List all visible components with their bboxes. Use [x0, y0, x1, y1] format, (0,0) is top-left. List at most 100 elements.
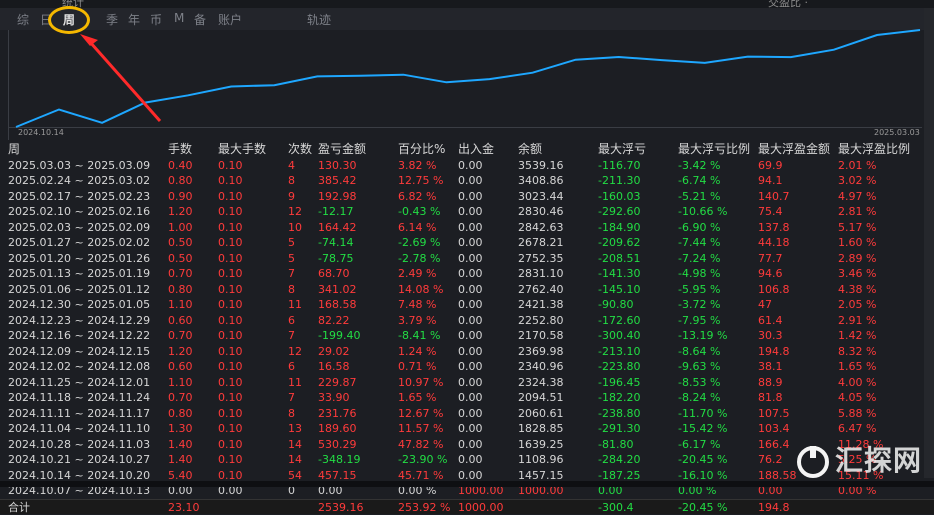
table-cell: 2369.98: [518, 344, 564, 360]
total-cell: 23.10: [168, 500, 200, 515]
scrollbar[interactable]: [924, 8, 934, 478]
table-cell: 0.50: [168, 235, 193, 251]
header-cell[interactable]: 余额: [518, 142, 542, 158]
table-cell: -291.30: [598, 421, 640, 437]
table-cell: 137.8: [758, 220, 790, 236]
table-cell: 1.65 %: [398, 390, 436, 406]
table-cell: 3.79 %: [398, 313, 436, 329]
table-cell: 5: [288, 251, 295, 267]
table-cell: -348.19: [318, 452, 360, 468]
header-cell[interactable]: 最大浮盈金额: [758, 142, 830, 158]
table-cell: 0.10: [218, 204, 243, 220]
table-cell: 2831.10: [518, 266, 564, 282]
table-cell: 0.10: [218, 266, 243, 282]
table-cell: -209.62: [598, 235, 640, 251]
table-cell: 33.90: [318, 390, 350, 406]
table-cell: 4.97 %: [838, 189, 876, 205]
table-cell: 1.10: [168, 297, 193, 313]
table-cell: 9: [288, 189, 295, 205]
table-cell: -13.19 %: [678, 328, 727, 344]
table-cell: 69.9: [758, 158, 783, 174]
header-cell[interactable]: 周: [8, 142, 20, 158]
table-cell: 4: [288, 158, 295, 174]
table-cell: 0.10: [218, 251, 243, 267]
table-cell: 7: [288, 328, 295, 344]
header-cell[interactable]: 最大手数: [218, 142, 266, 158]
table-cell: 0.10: [218, 173, 243, 189]
table-cell: 2060.61: [518, 406, 564, 422]
table-cell: 4.00 %: [838, 375, 876, 391]
table-cell: 2024.12.30 ~ 2025.01.05: [8, 297, 150, 313]
table-cell: 2024.11.11 ~ 2024.11.17: [8, 406, 150, 422]
table-cell: 2094.51: [518, 390, 564, 406]
table-cell: 0.60: [168, 313, 193, 329]
table-cell: 0.00: [458, 390, 483, 406]
table-cell: 10.97 %: [398, 375, 443, 391]
header-cell[interactable]: 盈亏金额: [318, 142, 366, 158]
table-cell: 2024.11.04 ~ 2024.11.10: [8, 421, 150, 437]
header-cell[interactable]: 百分比%: [398, 142, 445, 158]
table-cell: -3.42 %: [678, 158, 720, 174]
header-cell[interactable]: 最大浮亏: [598, 142, 646, 158]
table-cell: 8: [288, 282, 295, 298]
header-cell[interactable]: 最大浮亏比例: [678, 142, 750, 158]
table-cell: 0.00: [458, 359, 483, 375]
table-cell: 2024.11.18 ~ 2024.11.24: [8, 390, 150, 406]
table-cell: 2762.40: [518, 282, 564, 298]
watermark-logo-icon: [796, 445, 830, 479]
table-cell: 130.30: [318, 158, 357, 174]
table-cell: 1.40: [168, 452, 193, 468]
table-cell: 2024.12.02 ~ 2024.12.08: [8, 359, 150, 375]
table-cell: 2025.02.10 ~ 2025.02.16: [8, 204, 150, 220]
table-cell: 0.10: [218, 313, 243, 329]
table-cell: 140.7: [758, 189, 790, 205]
table-cell: 8: [288, 173, 295, 189]
table-cell: 3.02 %: [838, 173, 876, 189]
table-cell: 94.6: [758, 266, 783, 282]
table-cell: 0.00: [458, 266, 483, 282]
table-cell: -15.42 %: [678, 421, 727, 437]
header-cell[interactable]: 次数: [288, 142, 312, 158]
table-cell: -211.30: [598, 173, 640, 189]
header-cell[interactable]: 最大浮盈比例: [838, 142, 910, 158]
table-cell: 2025.02.17 ~ 2025.02.23: [8, 189, 150, 205]
table-cell: 1.00: [168, 220, 193, 236]
table-header: 周 手数 最大手数 次数盈亏金额 百分比% 出入金 余额 最大浮亏 最大浮亏比例最大浮盈金额最大…: [0, 142, 934, 158]
table-cell: 0.70: [168, 390, 193, 406]
table-cell: 2025.03.03 ~ 2025.03.09: [8, 158, 150, 174]
table-cell: 341.02: [318, 282, 357, 298]
table-cell: 3.46 %: [838, 266, 876, 282]
table-cell: 68.70: [318, 266, 350, 282]
table-cell: 189.60: [318, 421, 357, 437]
table-cell: 0.00: [458, 452, 483, 468]
table-cell: -6.74 %: [678, 173, 720, 189]
table-cell: 12.75 %: [398, 173, 443, 189]
table-cell: 0.10: [218, 297, 243, 313]
table-cell: 2024.12.09 ~ 2024.12.15: [8, 344, 150, 360]
table-cell: 3408.86: [518, 173, 564, 189]
table-cell: 0.10: [218, 158, 243, 174]
header-cell[interactable]: 出入金: [458, 142, 494, 158]
header-cell[interactable]: 手数: [168, 142, 192, 158]
table-cell: 1.30: [168, 421, 193, 437]
